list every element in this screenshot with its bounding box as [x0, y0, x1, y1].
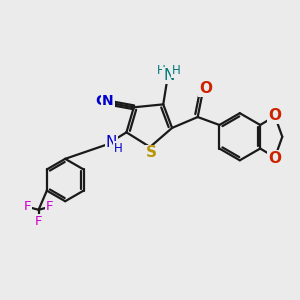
Text: S: S — [146, 146, 157, 160]
Text: C: C — [95, 94, 105, 107]
Text: F: F — [46, 200, 53, 213]
Text: F: F — [24, 200, 31, 213]
Text: H: H — [114, 142, 123, 155]
Text: H: H — [157, 64, 166, 77]
Text: H: H — [172, 64, 181, 77]
Text: N: N — [163, 68, 175, 83]
Text: F: F — [35, 215, 42, 228]
Text: N: N — [102, 94, 114, 107]
Text: O: O — [199, 81, 212, 96]
Text: N: N — [106, 135, 117, 150]
Text: O: O — [268, 108, 281, 123]
Text: O: O — [268, 151, 281, 166]
